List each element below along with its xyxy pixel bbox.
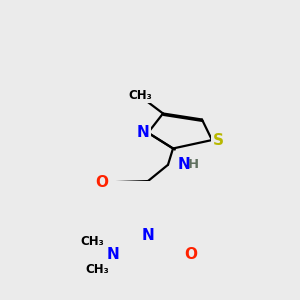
Text: CH₃: CH₃ <box>128 89 152 102</box>
Text: CH₃: CH₃ <box>85 263 109 276</box>
Text: O: O <box>95 175 109 190</box>
Text: N: N <box>136 125 149 140</box>
Text: N: N <box>142 228 154 243</box>
Text: S: S <box>212 133 224 148</box>
Text: O: O <box>184 247 197 262</box>
Text: CH₃: CH₃ <box>80 235 104 248</box>
Text: H: H <box>188 158 199 171</box>
Text: N: N <box>106 247 119 262</box>
Text: N: N <box>178 157 191 172</box>
